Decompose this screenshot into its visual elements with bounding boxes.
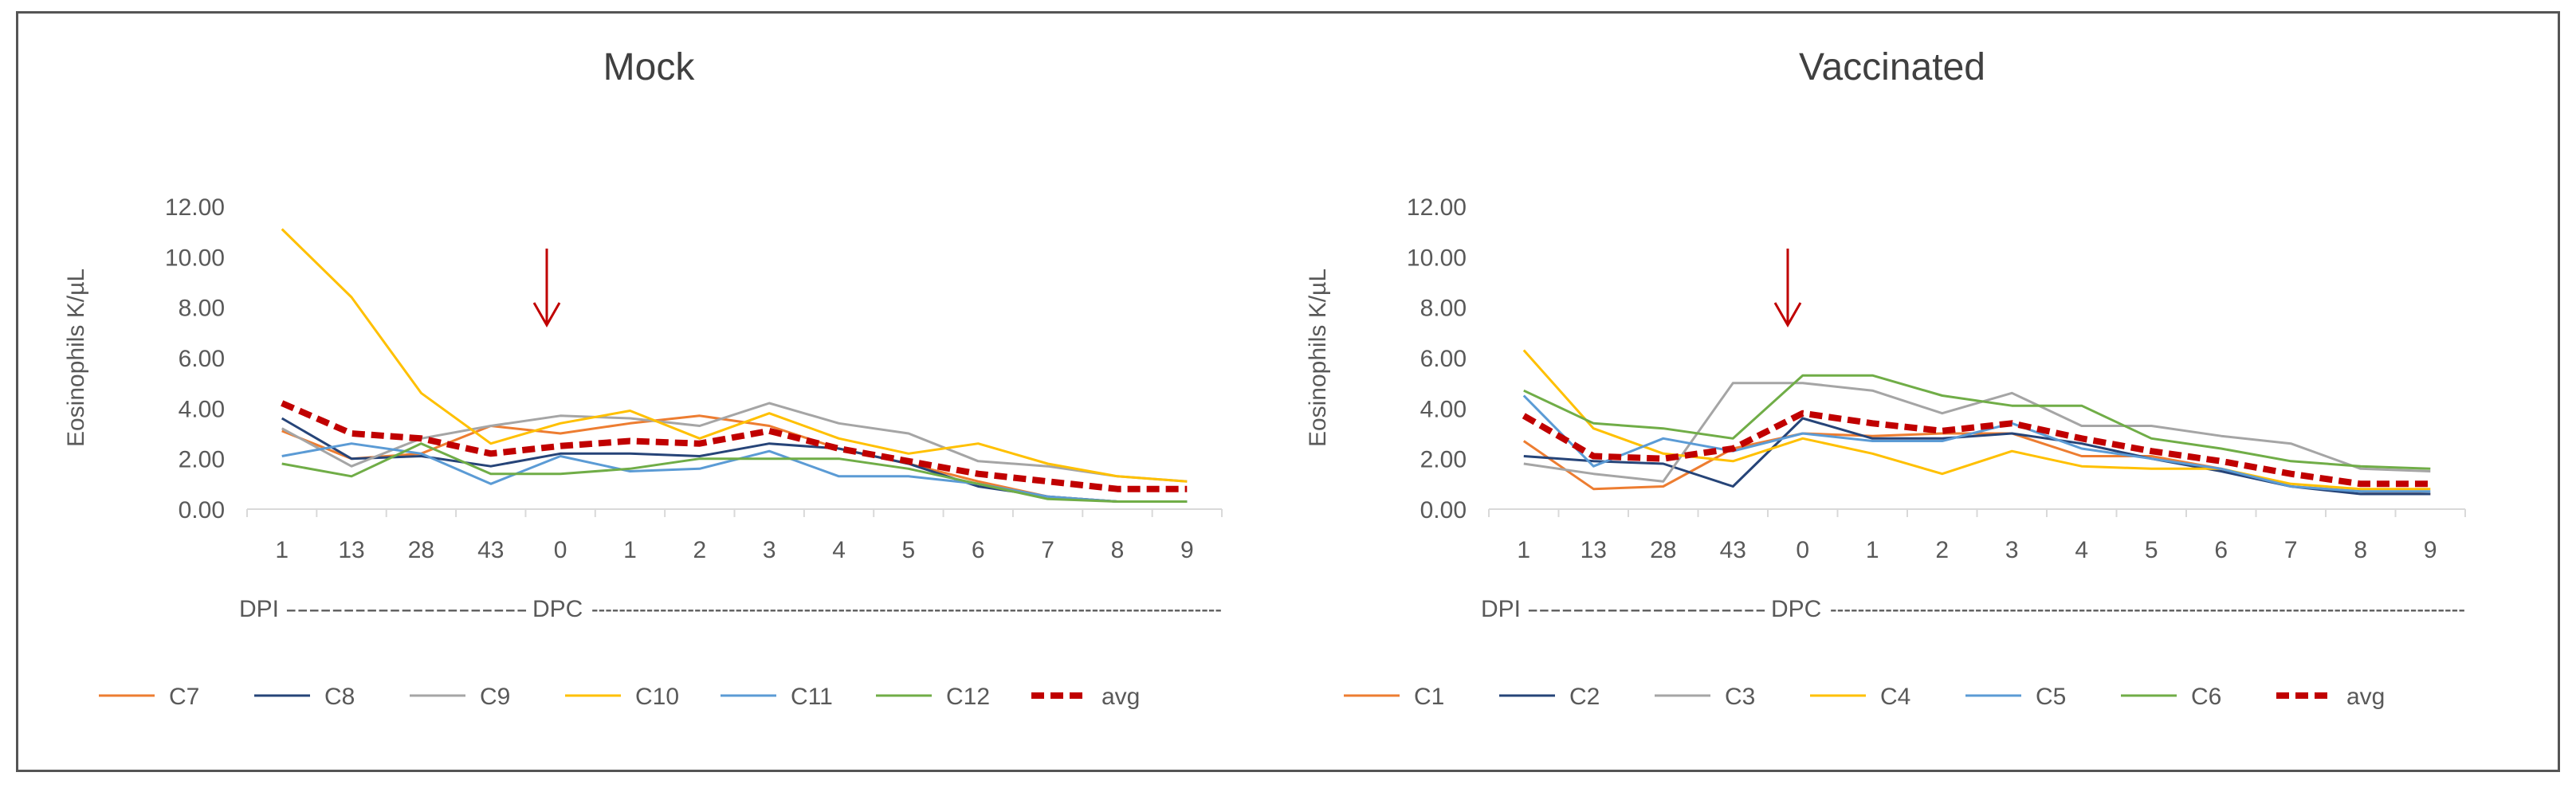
y-tick-label: 12.00 bbox=[165, 194, 225, 221]
x-tick-label: 8 bbox=[1111, 537, 1125, 563]
x-tick-label: 13 bbox=[338, 537, 364, 563]
x-tick-label: 1 bbox=[275, 537, 289, 563]
x-tick-label: 7 bbox=[1041, 537, 1054, 563]
dpc-label: DPC bbox=[532, 596, 583, 622]
x-tick-label: 13 bbox=[1581, 537, 1607, 563]
dpi-label: DPI bbox=[1481, 596, 1521, 622]
series-line-c12 bbox=[281, 442, 1188, 503]
y-tick-label: 10.00 bbox=[1407, 245, 1467, 271]
x-tick-label: 0 bbox=[554, 537, 567, 563]
x-tick-label: 28 bbox=[408, 537, 434, 563]
challenge-arrow-head bbox=[532, 302, 561, 328]
dpi-dash-line: --------------------- bbox=[285, 596, 528, 622]
series-line-c2 bbox=[1523, 417, 2431, 496]
series-line-avg bbox=[281, 400, 1188, 492]
y-tick-label: 0.00 bbox=[1420, 497, 1467, 523]
y-tick-label: 0.00 bbox=[179, 497, 225, 523]
legend-label-c9: C9 bbox=[480, 684, 510, 710]
series-line-c4 bbox=[1522, 349, 2431, 491]
chart-panel-1: Mock Eosinophils K/µL 0.00 2.00 4.00 6.00 8.00… bbox=[63, 46, 1223, 710]
series-line-c5 bbox=[1522, 394, 2431, 493]
x-tick-label: 1 bbox=[1517, 537, 1530, 563]
x-tick-label: 7 bbox=[2284, 537, 2298, 563]
y-tick-label: 4.00 bbox=[179, 396, 225, 422]
chart-panel-2: Vaccinated Eosinophils K/µL 0.00 2.00 4.00 6.… bbox=[1305, 46, 2466, 710]
x-tick-label: 4 bbox=[832, 537, 846, 563]
x-tick-label: 43 bbox=[477, 537, 504, 563]
x-tick-label: 6 bbox=[2214, 537, 2228, 563]
legend-label-c3: C3 bbox=[1725, 684, 1755, 710]
legend-label-c12: C12 bbox=[946, 684, 990, 710]
series-line-c9 bbox=[281, 402, 1188, 483]
dpc-dash-line: ----------------------------------------… bbox=[591, 596, 1222, 622]
x-tick-label: 3 bbox=[763, 537, 776, 563]
legend-label-c4: C4 bbox=[1880, 684, 1910, 710]
x-tick-label: 9 bbox=[2424, 537, 2437, 563]
legend-label-c1: C1 bbox=[1414, 684, 1444, 710]
chart-title: Mock bbox=[603, 46, 696, 88]
x-tick-label: 43 bbox=[1720, 537, 1746, 563]
legend-label-c5: C5 bbox=[2036, 684, 2066, 710]
legend-label-c2: C2 bbox=[1569, 684, 1600, 710]
x-tick-label: 0 bbox=[1796, 537, 1809, 563]
legend-label-c7: C7 bbox=[169, 684, 199, 710]
series-line-c11 bbox=[281, 442, 1188, 503]
y-tick-label: 4.00 bbox=[1420, 396, 1467, 422]
x-tick-label: 6 bbox=[972, 537, 985, 563]
legend-label-c6: C6 bbox=[2191, 684, 2221, 710]
x-tick-label: 5 bbox=[2145, 537, 2158, 563]
y-tick-label: 10.00 bbox=[165, 245, 225, 271]
x-tick-label: 1 bbox=[623, 537, 637, 563]
legend-label-avg: avg bbox=[1101, 684, 1140, 710]
x-tick-label: 4 bbox=[2075, 537, 2088, 563]
legend-label-c11: C11 bbox=[791, 684, 833, 710]
series-line-c3 bbox=[1523, 382, 2431, 483]
figure-frame bbox=[16, 11, 2560, 772]
y-tick-label: 2.00 bbox=[1420, 447, 1467, 473]
y-tick-label: 8.00 bbox=[179, 296, 225, 322]
x-tick-label: 5 bbox=[902, 537, 916, 563]
x-tick-label: 8 bbox=[2354, 537, 2367, 563]
x-tick-label: 28 bbox=[1650, 537, 1676, 563]
legend-label-c10: C10 bbox=[635, 684, 679, 710]
y-tick-label: 12.00 bbox=[1407, 194, 1467, 221]
series-line-avg bbox=[1522, 410, 2431, 488]
x-tick-label: 3 bbox=[2005, 537, 2019, 563]
dpc-dash-line: ----------------------------------------… bbox=[1830, 596, 2465, 622]
x-tick-label: 2 bbox=[1935, 537, 1949, 563]
x-tick-label: 9 bbox=[1180, 537, 1194, 563]
y-axis-label: Eosinophils K/µL bbox=[63, 269, 89, 447]
series-line-c10 bbox=[281, 228, 1188, 483]
chart-title: Vaccinated bbox=[1799, 46, 1985, 88]
legend-label-c8: C8 bbox=[324, 684, 355, 710]
y-tick-label: 6.00 bbox=[1420, 346, 1467, 372]
series-line-c6 bbox=[1523, 374, 2431, 470]
dpc-label: DPC bbox=[1771, 596, 1821, 622]
y-tick-label: 2.00 bbox=[179, 447, 225, 473]
legend-label-avg: avg bbox=[2346, 684, 2385, 710]
x-tick-label: 2 bbox=[693, 537, 706, 563]
challenge-arrow-head bbox=[1773, 302, 1802, 328]
y-tick-label: 6.00 bbox=[179, 346, 225, 372]
x-tick-label: 1 bbox=[1866, 537, 1879, 563]
y-tick-label: 8.00 bbox=[1420, 296, 1467, 322]
dpi-dash-line: --------------------- bbox=[1527, 596, 1766, 622]
y-axis-label: Eosinophils K/µL bbox=[1305, 269, 1331, 447]
dpi-label: DPI bbox=[239, 596, 279, 622]
